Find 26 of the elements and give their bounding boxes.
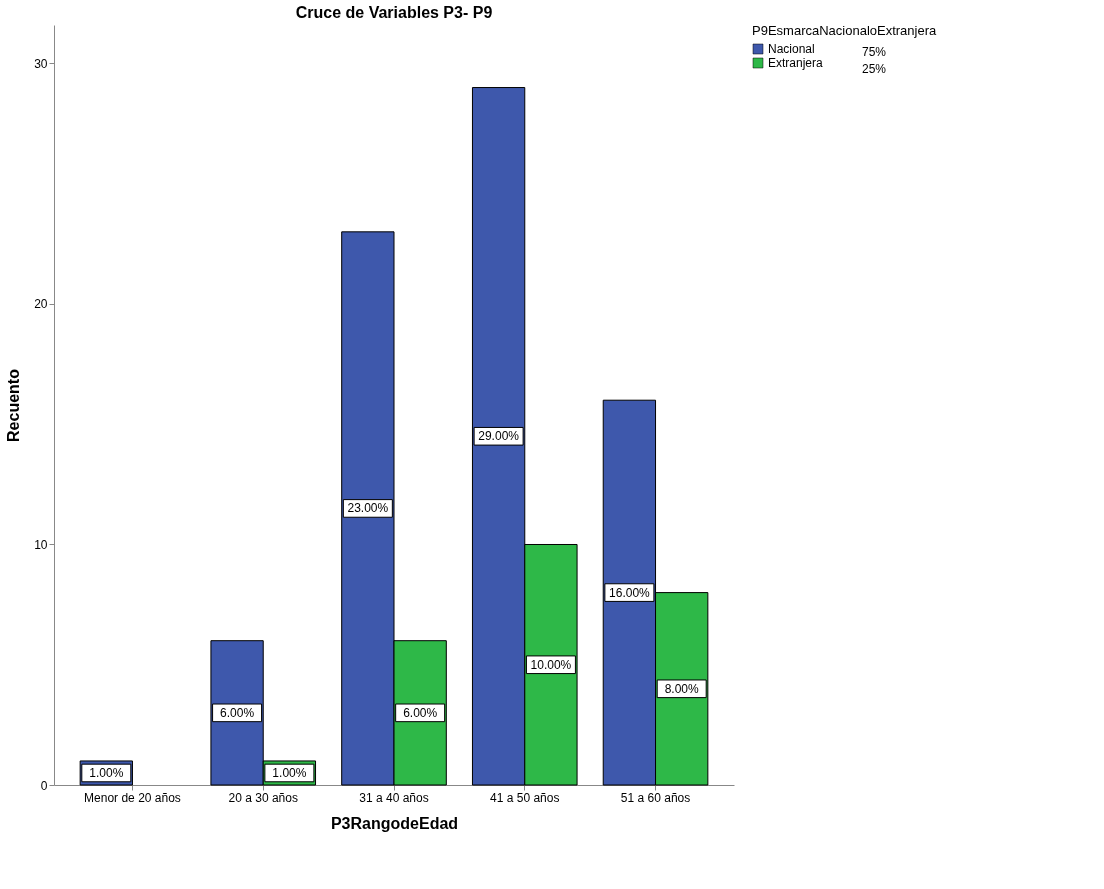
y-axis-title: Recuento <box>5 368 23 442</box>
y-tick-label: 20 <box>34 297 48 312</box>
x-tick-label: Menor de 20 años <box>84 790 181 805</box>
data-label: 1.00% <box>89 765 124 780</box>
y-tick-label: 30 <box>34 56 48 71</box>
data-label: 23.00% <box>347 501 389 516</box>
x-tick-label: 31 a 40 años <box>359 790 429 805</box>
data-label: 8.00% <box>664 681 700 696</box>
x-tick-label: 41 a 50 años <box>490 790 560 805</box>
data-label: 6.00% <box>403 705 438 720</box>
text: 25% <box>862 61 887 76</box>
data-label: 10.00% <box>530 657 572 672</box>
legend-label: Nacional <box>768 42 815 56</box>
data-label: 6.00% <box>220 705 255 720</box>
x-axis-title: P3RangodeEdad <box>330 814 459 832</box>
y-tick-label: 0 <box>40 778 48 793</box>
x-tick-label: 51 a 60 años <box>620 790 691 805</box>
text: 75% <box>862 45 887 59</box>
data-label: 1.00% <box>272 765 307 780</box>
chart-title: Cruce de Variables P3- P9 <box>295 4 493 21</box>
data-label: 16.00% <box>609 585 651 600</box>
y-tick-label: 10 <box>34 537 48 552</box>
legend-label: Extranjera <box>768 56 824 70</box>
data-label: 29.00% <box>478 429 520 444</box>
legend-title: P9EsmarcaNacionaloExtranjera <box>752 23 938 38</box>
x-tick-label: 20 a 30 años <box>228 790 298 805</box>
